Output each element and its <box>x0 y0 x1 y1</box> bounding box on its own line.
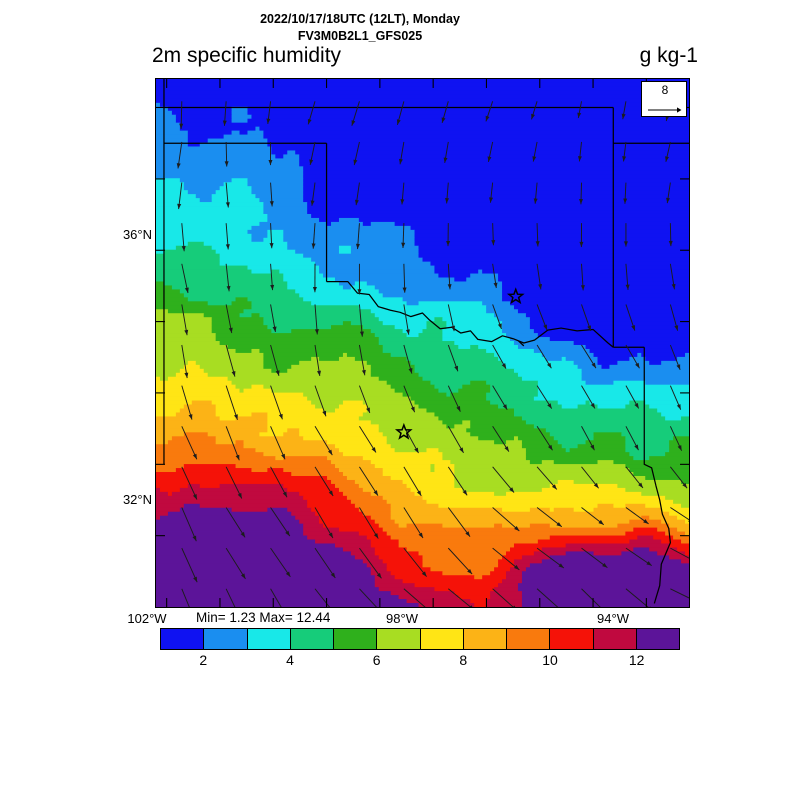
colorbar-tick-4: 4 <box>286 652 294 668</box>
colorbar-cell-azure <box>204 629 248 649</box>
model-line: FV3M0B2L1_GFS025 <box>297 29 423 43</box>
axis-tick-marks <box>156 79 689 607</box>
units-label: g kg-1 <box>639 44 698 67</box>
colorbar-tick-2: 2 <box>199 652 208 668</box>
humidity-contour-layer <box>156 79 689 607</box>
wind-scale-value: 8 <box>661 83 669 97</box>
state-borders-layer <box>163 79 689 604</box>
colorbar-cell-amber <box>463 629 507 649</box>
colorbar-tick-8: 8 <box>459 652 468 668</box>
wind-scale-legend: 8 <box>641 81 687 117</box>
colorbar-cell-crimson <box>593 629 637 649</box>
colorbar-cell-yellow-green <box>377 629 421 649</box>
colorbar-tick-labels: 2 4 6 8 10 12 <box>160 652 680 672</box>
colorbar-cell-deep-blue <box>161 629 205 649</box>
lon-tick-98w: 98°W <box>386 611 418 626</box>
station-marker-central <box>394 422 413 440</box>
colorbar-wrapper: 2 4 6 8 10 12 <box>160 628 680 668</box>
colorbar-cell-emerald <box>290 629 334 649</box>
colorbar-tick-10: 10 <box>542 652 558 668</box>
colorbar-cell-yellow <box>420 629 464 649</box>
page-title: 2m specific humidity <box>152 44 342 67</box>
lat-tick-36n: 36°N <box>122 227 152 242</box>
station-marker-north <box>506 287 525 305</box>
map-plot-panel[interactable]: 8 <box>155 78 690 608</box>
lon-tick-94w: 94°W <box>597 611 629 626</box>
lon-tick-102w: 102°W <box>127 611 167 626</box>
lat-tick-32n: 32°N <box>122 492 152 507</box>
colorbar[interactable] <box>160 628 680 650</box>
colorbar-cell-red <box>550 629 594 649</box>
colorbar-cell-cyan <box>247 629 291 649</box>
wind-vectors-layer <box>176 101 689 607</box>
min-max-statistics: Min= 1.23 Max= 12.44 <box>196 610 331 625</box>
wind-vector-arrow-icon <box>648 107 682 113</box>
date-line: 2022/10/17/18UTC (12LT), Monday <box>260 12 460 26</box>
colorbar-cell-green <box>334 629 378 649</box>
colorbar-tick-6: 6 <box>372 652 381 668</box>
station-markers-layer <box>394 287 525 440</box>
colorbar-tick-12: 12 <box>628 652 645 668</box>
humidity-field-svg <box>156 79 689 607</box>
colorbar-cell-purple <box>636 629 679 649</box>
colorbar-cell-dark-orange <box>507 629 551 649</box>
